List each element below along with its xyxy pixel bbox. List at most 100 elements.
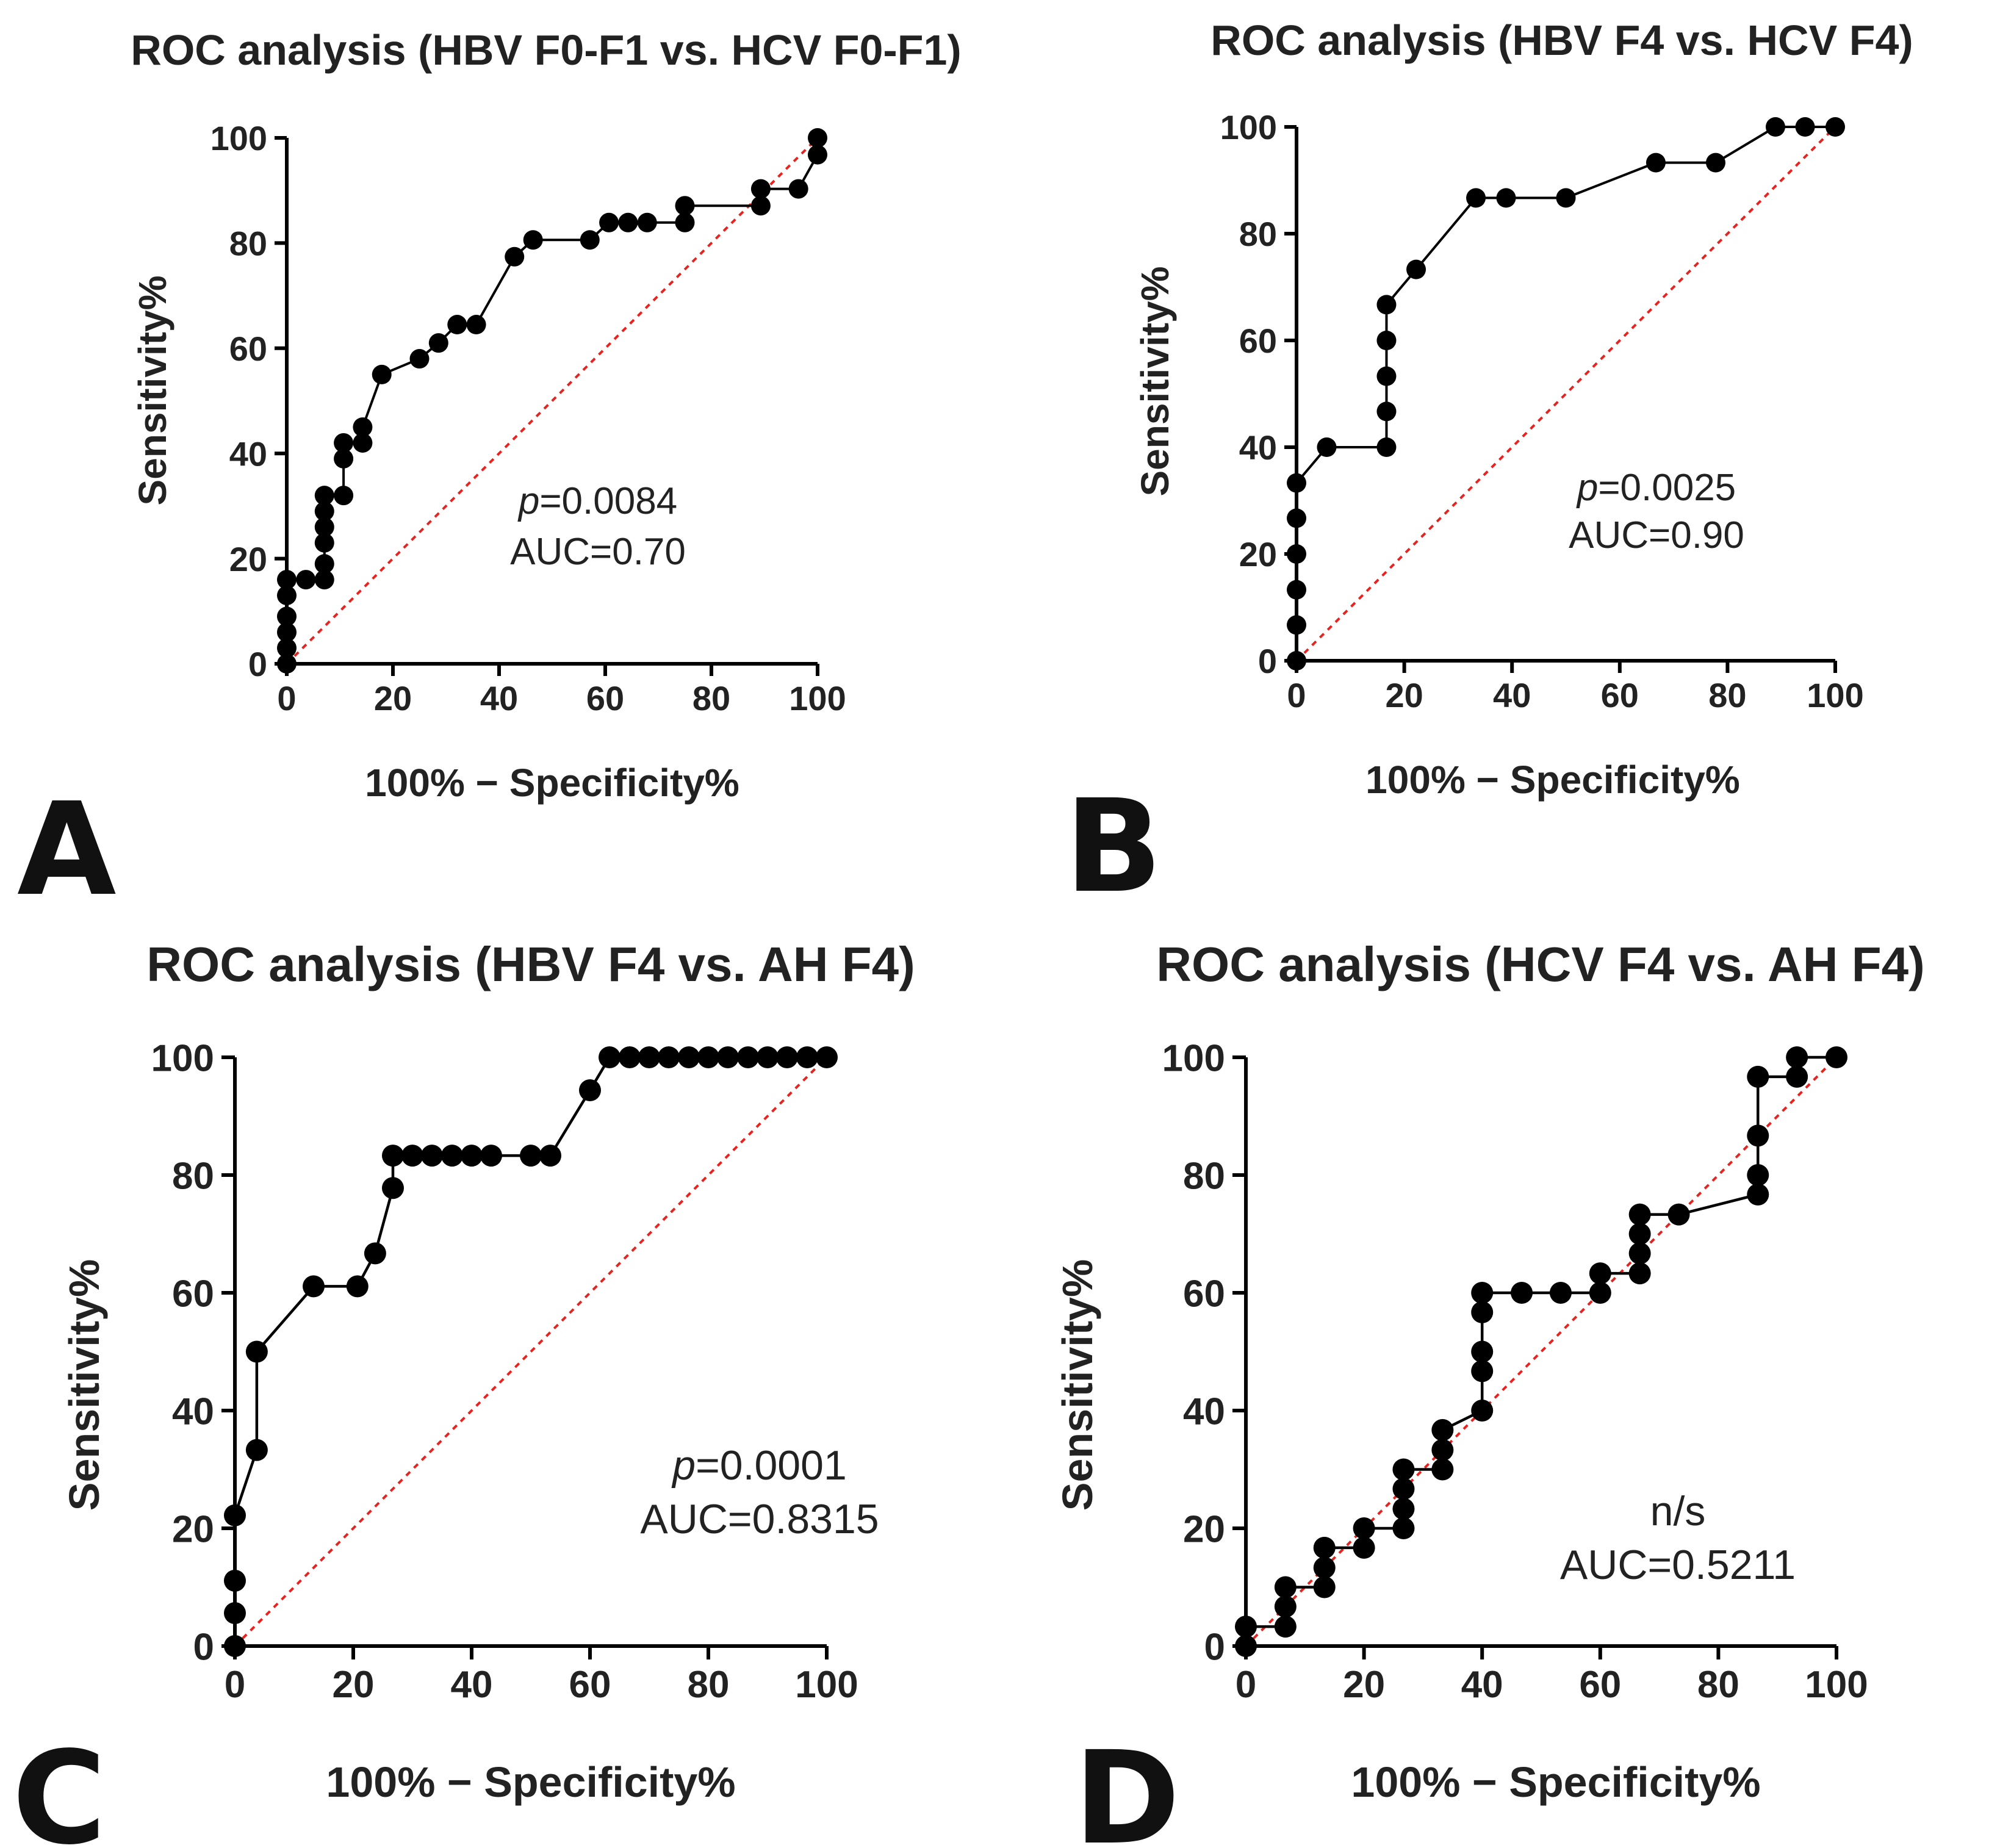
panel-c-x-tick-label: 0: [225, 1664, 245, 1706]
panel-d-roc-point: [1353, 1517, 1375, 1539]
panel-d-roc-point: [1826, 1046, 1847, 1068]
panel-a-plot: 0 20 40 60 80 100 0 20 40 60 80 100: [210, 119, 846, 717]
panel-a-y-tick-label: 80: [229, 225, 267, 263]
panel-c-roc-point: [480, 1145, 503, 1167]
panel-c-title: ROC analysis (HBV F4 vs. AH F4): [146, 937, 915, 991]
panel-c-roc-point: [245, 1340, 268, 1363]
panel-d-roc-point: [1313, 1576, 1336, 1598]
panel-a-p-value: p=0.0084: [517, 480, 677, 522]
panel-c-p-value: p=0.0001: [671, 1442, 847, 1489]
panel-a-y-axis-label: Sensitivity%: [131, 275, 174, 505]
panel-a-p-symbol: p: [517, 480, 539, 522]
panel-d-roc-point: [1628, 1203, 1651, 1226]
panel-d-roc-point: [1667, 1203, 1690, 1226]
panel-a-letter: A: [17, 775, 117, 924]
panel-a-x-tick-label: 100: [789, 679, 846, 717]
panel-a-roc-point: [353, 433, 373, 453]
panel-b-roc-point: [1376, 437, 1397, 457]
panel-a-roc-point: [675, 212, 695, 232]
panel-c-roc-point: [599, 1046, 621, 1068]
panel-a-roc-point: [808, 145, 827, 165]
panel-d-y-tick-label: 60: [1183, 1273, 1225, 1315]
panel-d-roc-point: [1274, 1616, 1297, 1638]
panel-d-x-tick-label: 20: [1343, 1664, 1385, 1706]
panel-b-auc: AUC=0.90: [1569, 514, 1744, 556]
panel-d-y-tick-label: 20: [1183, 1508, 1225, 1550]
panel-c-y-tick-label: 0: [193, 1626, 214, 1668]
panel-b-roc-point: [1376, 331, 1397, 350]
panel-d-roc-point: [1274, 1595, 1297, 1618]
panel-c-roc-point: [796, 1046, 818, 1068]
panel-d-auc: AUC=0.5211: [1560, 1542, 1796, 1588]
panel-c: ROC analysis (HBV F4 vs. AH F4) 0 20 40 60 8…: [12, 937, 915, 1848]
panel-a-x-tick-label: 0: [277, 679, 296, 717]
panel-a-roc-point: [314, 554, 334, 574]
panel-d-roc-point: [1471, 1301, 1494, 1323]
panel-a-roc-point: [637, 212, 657, 232]
panel-a-roc-point: [277, 654, 297, 674]
panel-d-x-tick-label: 80: [1697, 1664, 1739, 1706]
panel-d-letter: D: [1074, 1724, 1180, 1848]
panel-d-roc-point: [1274, 1576, 1297, 1598]
panel-b-x-tick-label: 40: [1493, 676, 1531, 714]
panel-a-roc-point: [277, 570, 297, 590]
panel-a-y-tick-label: 60: [229, 329, 267, 368]
panel-d-y-tick-label: 80: [1183, 1155, 1225, 1197]
panel-a-roc-point: [353, 417, 373, 437]
panel-c-letter: C: [12, 1724, 106, 1848]
panel-c-roc-point: [224, 1569, 246, 1592]
panel-b-roc-point: [1287, 473, 1306, 493]
panel-a-roc-point: [314, 486, 334, 506]
panel-c-x-axis-label: 100% − Specificity%: [326, 1758, 735, 1806]
panel-b-roc-point: [1646, 153, 1666, 173]
panel-c-roc-point: [717, 1046, 739, 1068]
panel-c-roc-point: [816, 1046, 838, 1068]
panel-d-roc-point: [1786, 1065, 1808, 1088]
panel-a-title: ROC analysis (HBV F0-F1 vs. HCV F0-F1): [131, 26, 961, 74]
panel-d-roc-point: [1392, 1517, 1415, 1539]
panel-b-y-axis-label: Sensitivity%: [1133, 266, 1177, 496]
panel-a-roc-point: [599, 212, 619, 232]
panel-d-roc-point: [1747, 1124, 1769, 1147]
panel-d-roc-point: [1471, 1282, 1494, 1304]
panel-a-auc: AUC=0.70: [510, 531, 686, 573]
panel-d-roc-point: [1747, 1164, 1769, 1186]
panel-d-roc-point: [1353, 1536, 1375, 1559]
panel-a-reference-diagonal: [286, 137, 819, 665]
panel-a-x-tick-label: 80: [692, 679, 730, 717]
panel-d-roc-point: [1747, 1183, 1769, 1206]
panel-d-x-tick-label: 60: [1579, 1664, 1621, 1706]
panel-c-roc-point: [618, 1046, 641, 1068]
panel-c-x-tick-label: 20: [333, 1664, 375, 1706]
panel-d-y-tick-label: 40: [1183, 1390, 1225, 1433]
panel-d-roc-point: [1471, 1360, 1494, 1382]
panel-b-plot: 0 20 40 60 80 100 0 20 40 60 80 100: [1220, 108, 1864, 714]
panel-d-x-tick-label: 100: [1805, 1664, 1868, 1706]
panel-c-roc-point: [638, 1046, 660, 1068]
panel-d-roc-point: [1471, 1400, 1494, 1422]
panel-d-y-tick-label: 100: [1162, 1037, 1225, 1079]
panel-a-roc-point: [523, 230, 543, 250]
panel-c-reference-diagonal: [234, 1056, 828, 1647]
panel-a-x-tick-label: 40: [480, 679, 518, 717]
panel-c-roc-point: [224, 1635, 246, 1657]
panel-c-roc-point: [381, 1145, 404, 1167]
panel-b-roc-point: [1376, 366, 1397, 386]
panel-d-roc-point: [1431, 1458, 1454, 1481]
panel-c-roc-point: [364, 1242, 386, 1265]
panel-c-y-axis-label: Sensitivity%: [60, 1259, 108, 1511]
panel-a-roc-point: [277, 622, 297, 642]
panel-a-y-tick-label: 0: [248, 645, 267, 683]
panel-d-roc-point: [1431, 1439, 1454, 1461]
panel-b-roc-point: [1376, 401, 1397, 422]
panel-d-roc-point: [1511, 1282, 1533, 1304]
panel-a-roc-point: [314, 533, 334, 553]
panel-a-y-tick-label: 20: [229, 540, 267, 578]
panel-b-roc-point: [1795, 117, 1815, 137]
panel-d-roc-point: [1431, 1418, 1454, 1441]
panel-c-x-tick-label: 80: [688, 1664, 730, 1706]
panel-d-x-tick-label: 40: [1461, 1664, 1503, 1706]
panel-d-x-tick-label: 0: [1236, 1664, 1256, 1706]
panel-c-roc-point: [224, 1602, 246, 1624]
